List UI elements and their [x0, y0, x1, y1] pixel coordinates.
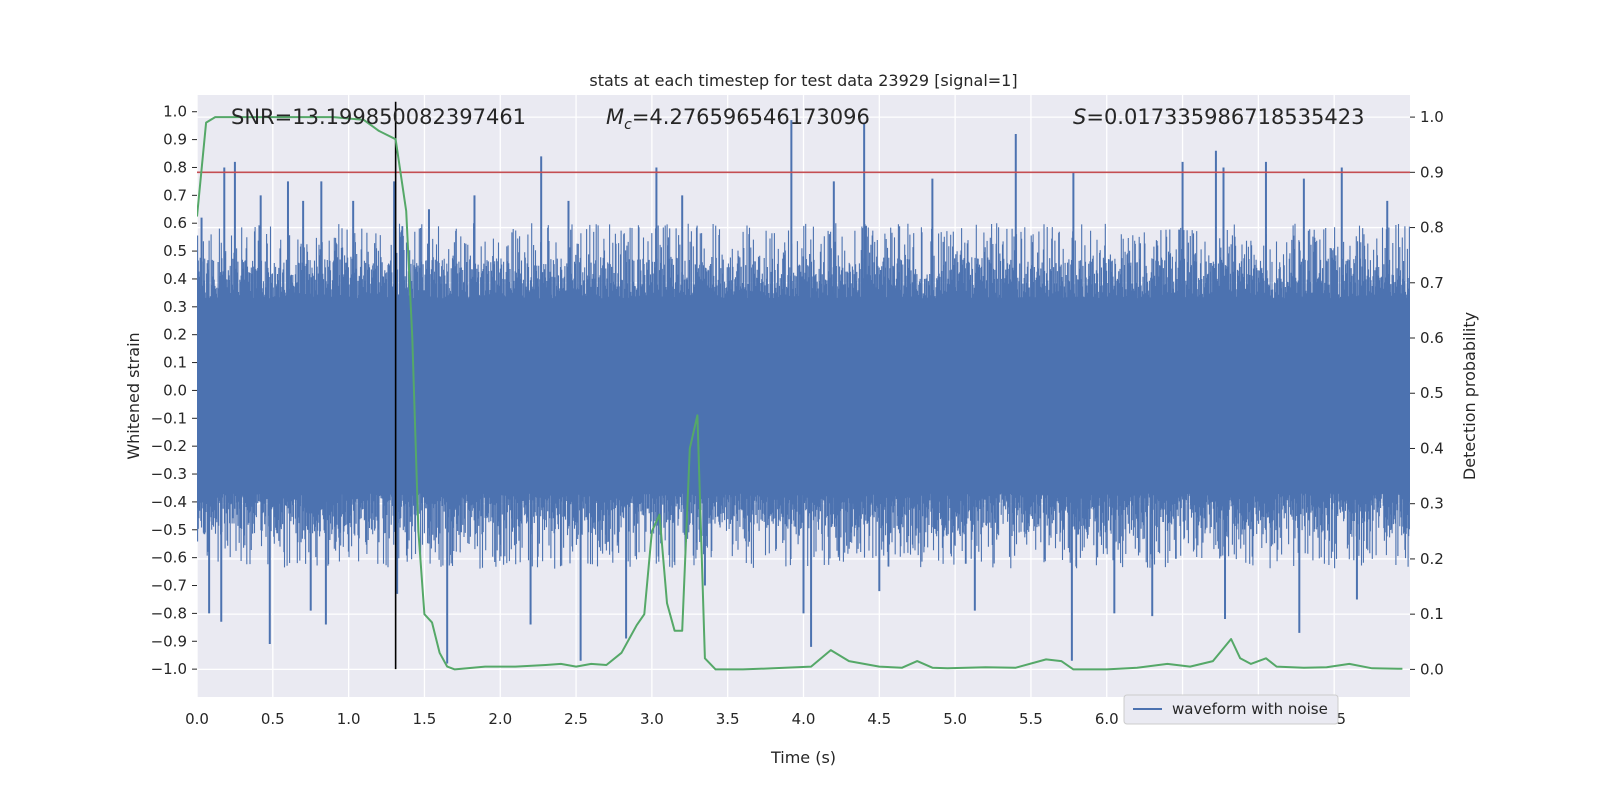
mc-subscript: c — [624, 117, 632, 133]
y-tick-label: 0.4 — [163, 270, 187, 288]
x-tick-label: 4.5 — [867, 710, 891, 728]
y-tick-label: 0.8 — [163, 158, 187, 176]
y-tick-label: 0.6 — [163, 214, 187, 232]
y2-tick-label: 0.1 — [1420, 605, 1444, 623]
legend-label: waveform with noise — [1172, 700, 1328, 718]
y-tick-label: −0.5 — [151, 521, 187, 539]
x-tick-label: 5.0 — [943, 710, 967, 728]
waveform-series — [197, 120, 1410, 664]
mc-value: =4.276596546173096 — [632, 105, 870, 129]
legend: waveform with noise — [1123, 694, 1339, 725]
x-tick-label: 0.5 — [261, 710, 285, 728]
y-tick-label: 0.5 — [163, 242, 187, 260]
x-tick-label: 1.5 — [413, 710, 437, 728]
x-tick-label: 4.0 — [792, 710, 816, 728]
chirp-mass-annotation: Mc=4.276596546173096 — [606, 105, 870, 133]
s-symbol: S — [1073, 105, 1086, 129]
y-tick-label: 0.0 — [163, 381, 187, 399]
y-tick-label: −0.4 — [151, 493, 187, 511]
snr-annotation: SNR=13.199850082397461 — [231, 105, 526, 129]
y2-tick-label: 0.3 — [1420, 495, 1444, 513]
x-tick-label: 3.0 — [640, 710, 664, 728]
y2-tick-label: 0.7 — [1420, 274, 1444, 292]
overlay-lines — [197, 101, 1410, 671]
y2-tick-label: 0.2 — [1420, 550, 1444, 568]
y2-tick-label: 0.0 — [1420, 660, 1444, 678]
y-tick-label: −0.9 — [151, 632, 187, 650]
y-tick-label: 0.9 — [163, 131, 187, 149]
x-tick-label: 6.0 — [1095, 710, 1119, 728]
y-tick-label: 0.3 — [163, 298, 187, 316]
y-tick-label: 0.7 — [163, 186, 187, 204]
y-tick-label: −0.1 — [151, 409, 187, 427]
chart-title: stats at each timestep for test data 239… — [589, 71, 1017, 90]
y2-tick-label: 0.5 — [1420, 384, 1444, 402]
y-tick-label: −0.6 — [151, 549, 187, 567]
mc-symbol: M — [606, 105, 624, 129]
y2-tick-label: 1.0 — [1420, 108, 1444, 126]
y2-axis-label: Detection probability — [1460, 312, 1479, 480]
y2-tick-label: 0.9 — [1420, 163, 1444, 181]
x-tick-label: 2.5 — [564, 710, 588, 728]
axis-ticks: 0.00.51.01.52.02.53.03.54.04.55.05.56.06… — [151, 103, 1444, 728]
detection-probability-line — [197, 116, 1403, 671]
y2-tick-label: 0.8 — [1420, 219, 1444, 237]
y-tick-label: −0.2 — [151, 437, 187, 455]
y-tick-label: 1.0 — [163, 103, 187, 121]
x-axis-label: Time (s) — [770, 748, 836, 767]
x-tick-label: 1.0 — [337, 710, 361, 728]
x-tick-label: 5.5 — [1019, 710, 1043, 728]
s-annotation: S=0.017335986718535423 — [1073, 105, 1364, 129]
s-value: =0.017335986718535423 — [1086, 105, 1364, 129]
x-tick-label: 0.0 — [185, 710, 209, 728]
legend-box — [1123, 694, 1339, 725]
y-tick-label: −0.3 — [151, 465, 187, 483]
y-tick-label: 0.2 — [163, 326, 187, 344]
y2-tick-label: 0.6 — [1420, 329, 1444, 347]
y-tick-label: 0.1 — [163, 354, 187, 372]
y-tick-label: −0.7 — [151, 577, 187, 595]
x-tick-label: 2.0 — [488, 710, 512, 728]
y-tick-label: −1.0 — [151, 660, 187, 678]
y-axis-label: Whitened strain — [124, 332, 143, 459]
x-tick-label: 3.5 — [716, 710, 740, 728]
y2-tick-label: 0.4 — [1420, 439, 1444, 457]
y-tick-label: −0.8 — [151, 604, 187, 622]
